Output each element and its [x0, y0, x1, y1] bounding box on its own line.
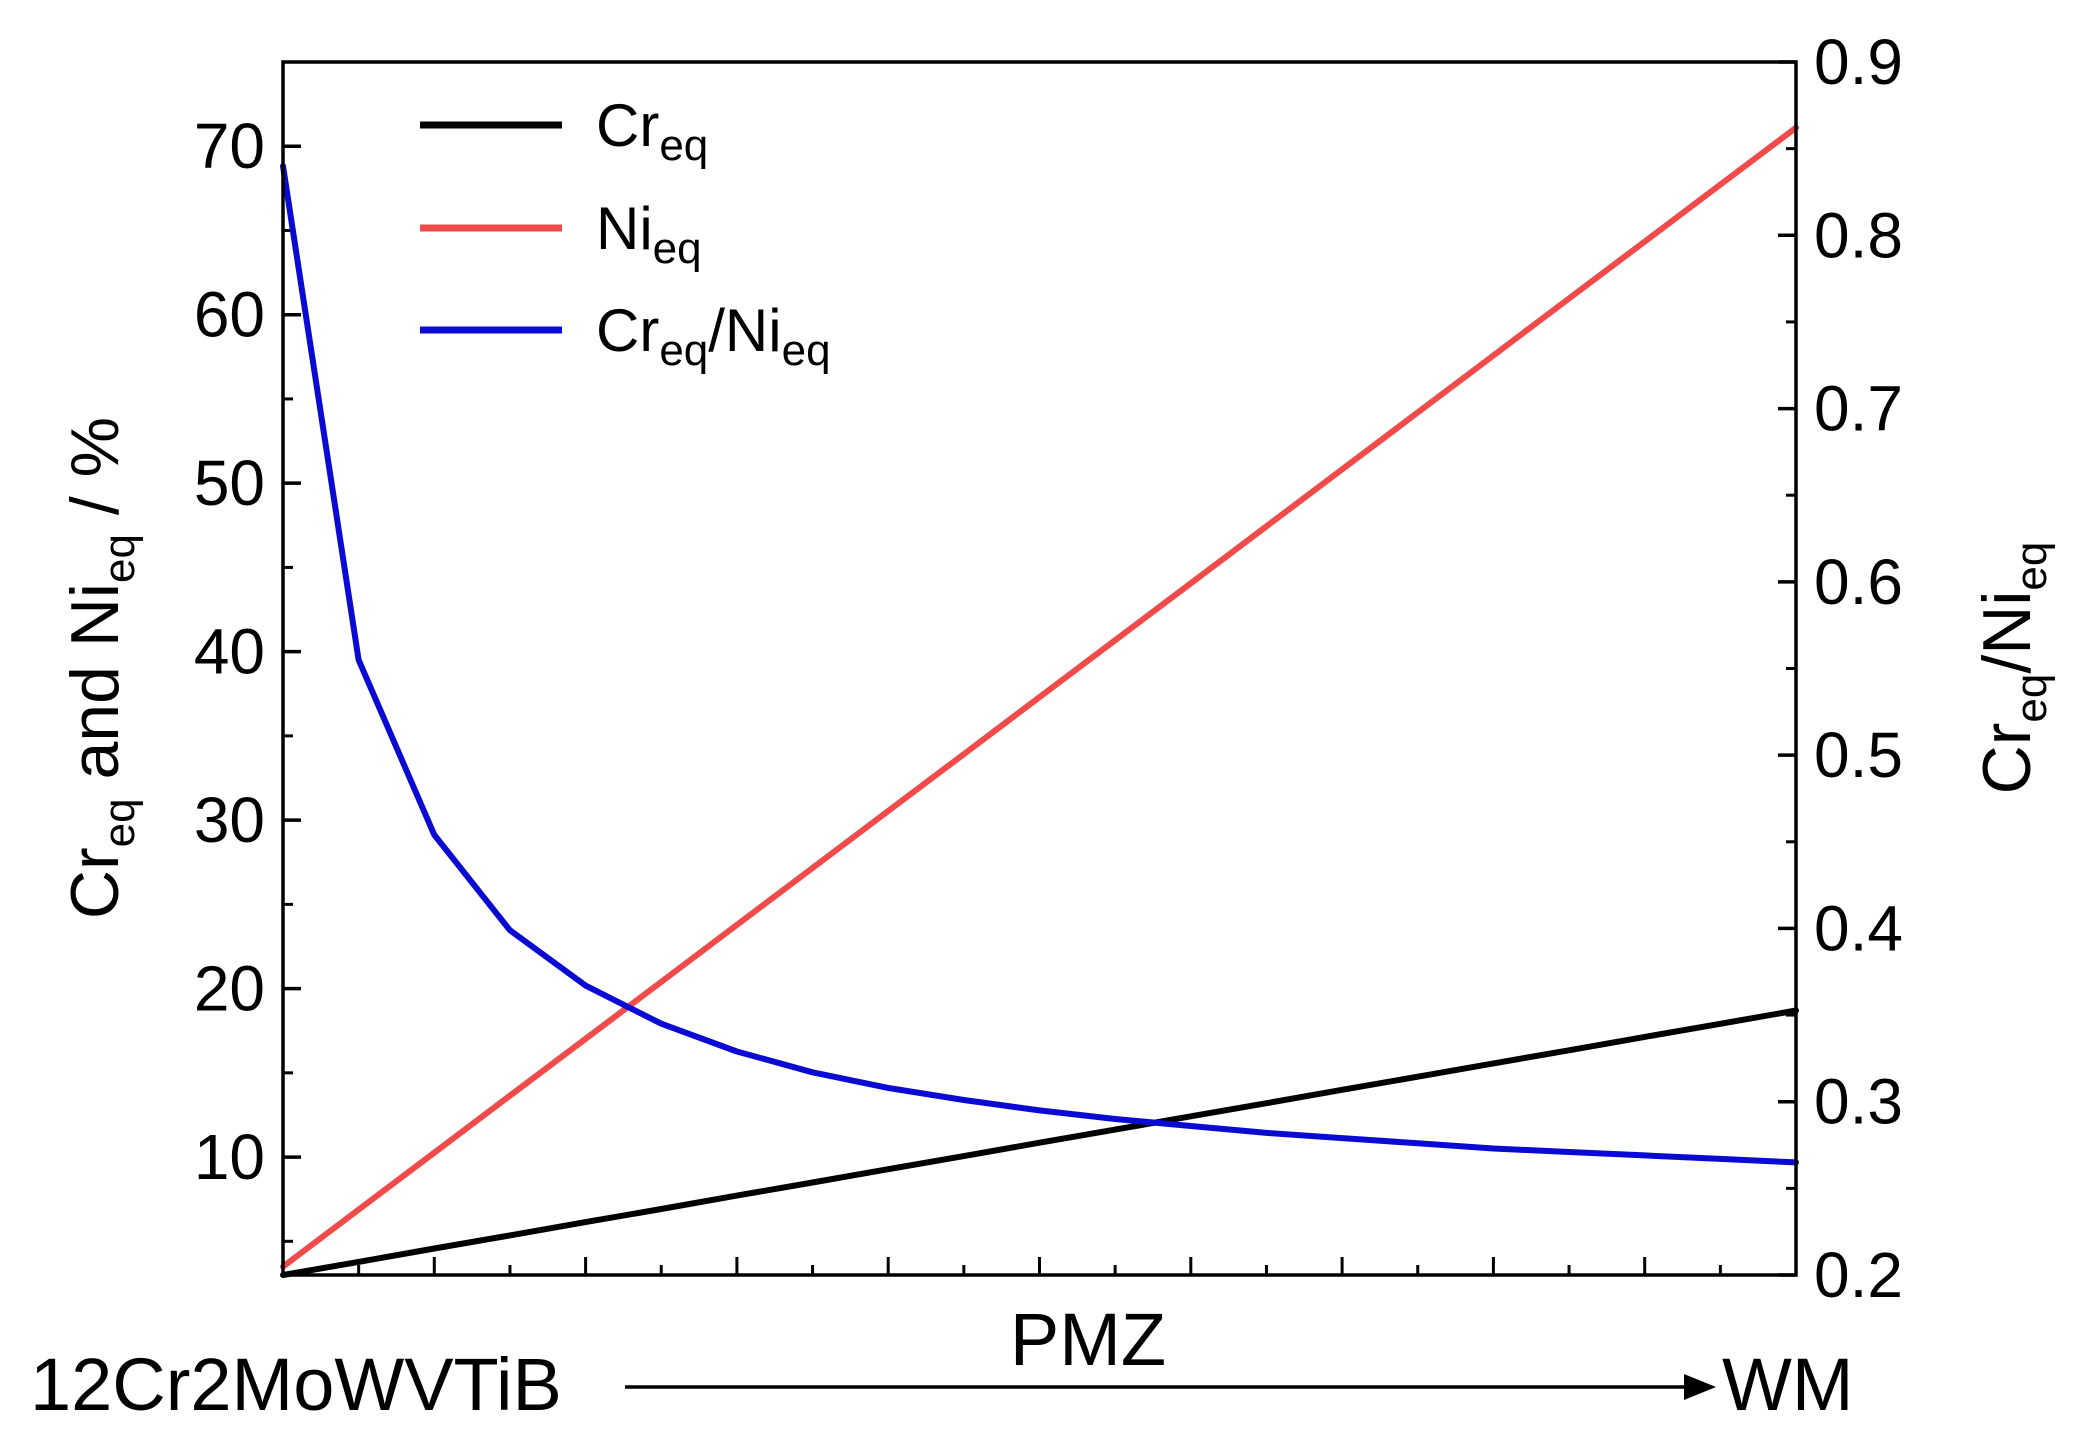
legend: Creq Nieq Creq/Nieq: [420, 92, 831, 375]
series-line-ni-eq: [280, 124, 1799, 1270]
left-tick-label: 30: [194, 784, 265, 856]
x-axis-start-label: 12Cr2MoWVTiB: [30, 1343, 562, 1426]
right-axis-title: Creq/Nieq: [1969, 542, 2056, 795]
right-tick-label: 0.8: [1814, 199, 1903, 271]
labels-layer: 10 20 30 40 50 60 70 0.2 0.3 0.4 0.5 0.6 0.7 0.8 0.9: [194, 26, 1903, 1311]
x-axis-end-label: WM: [1722, 1343, 1854, 1426]
legend-label-nieq: Nieq: [596, 195, 702, 273]
right-tick-label: 0.9: [1814, 26, 1903, 98]
right-tick-label: 0.2: [1814, 1239, 1903, 1311]
right-tick-label: 0.6: [1814, 546, 1903, 618]
left-tick-label: 50: [194, 447, 265, 519]
left-tick-label: 70: [194, 110, 265, 182]
plot-frame: [281, 60, 1798, 1277]
series-line-cr-eq: [280, 1007, 1799, 1278]
right-tick-label: 0.3: [1814, 1066, 1903, 1138]
legend-label-ratio: Creq/Nieq: [596, 297, 831, 375]
x-axis-label-pmz: PMZ: [1010, 1298, 1166, 1381]
series-line-cr-eq-ni-eq: [280, 163, 1799, 1166]
right-tick-label: 0.7: [1814, 373, 1903, 445]
x-axis-arrowhead: [1684, 1374, 1716, 1400]
left-axis-title: Creq and Nieq / %: [57, 417, 144, 919]
legend-label-creq: Creq: [596, 92, 708, 170]
left-tick-label: 10: [194, 1121, 265, 1193]
left-tick-label: 20: [194, 953, 265, 1025]
right-tick-label: 0.5: [1814, 719, 1903, 791]
left-tick-label: 40: [194, 616, 265, 688]
left-tick-label: 60: [194, 279, 265, 351]
series-layer: [280, 124, 1799, 1278]
right-tick-label: 0.4: [1814, 892, 1903, 964]
